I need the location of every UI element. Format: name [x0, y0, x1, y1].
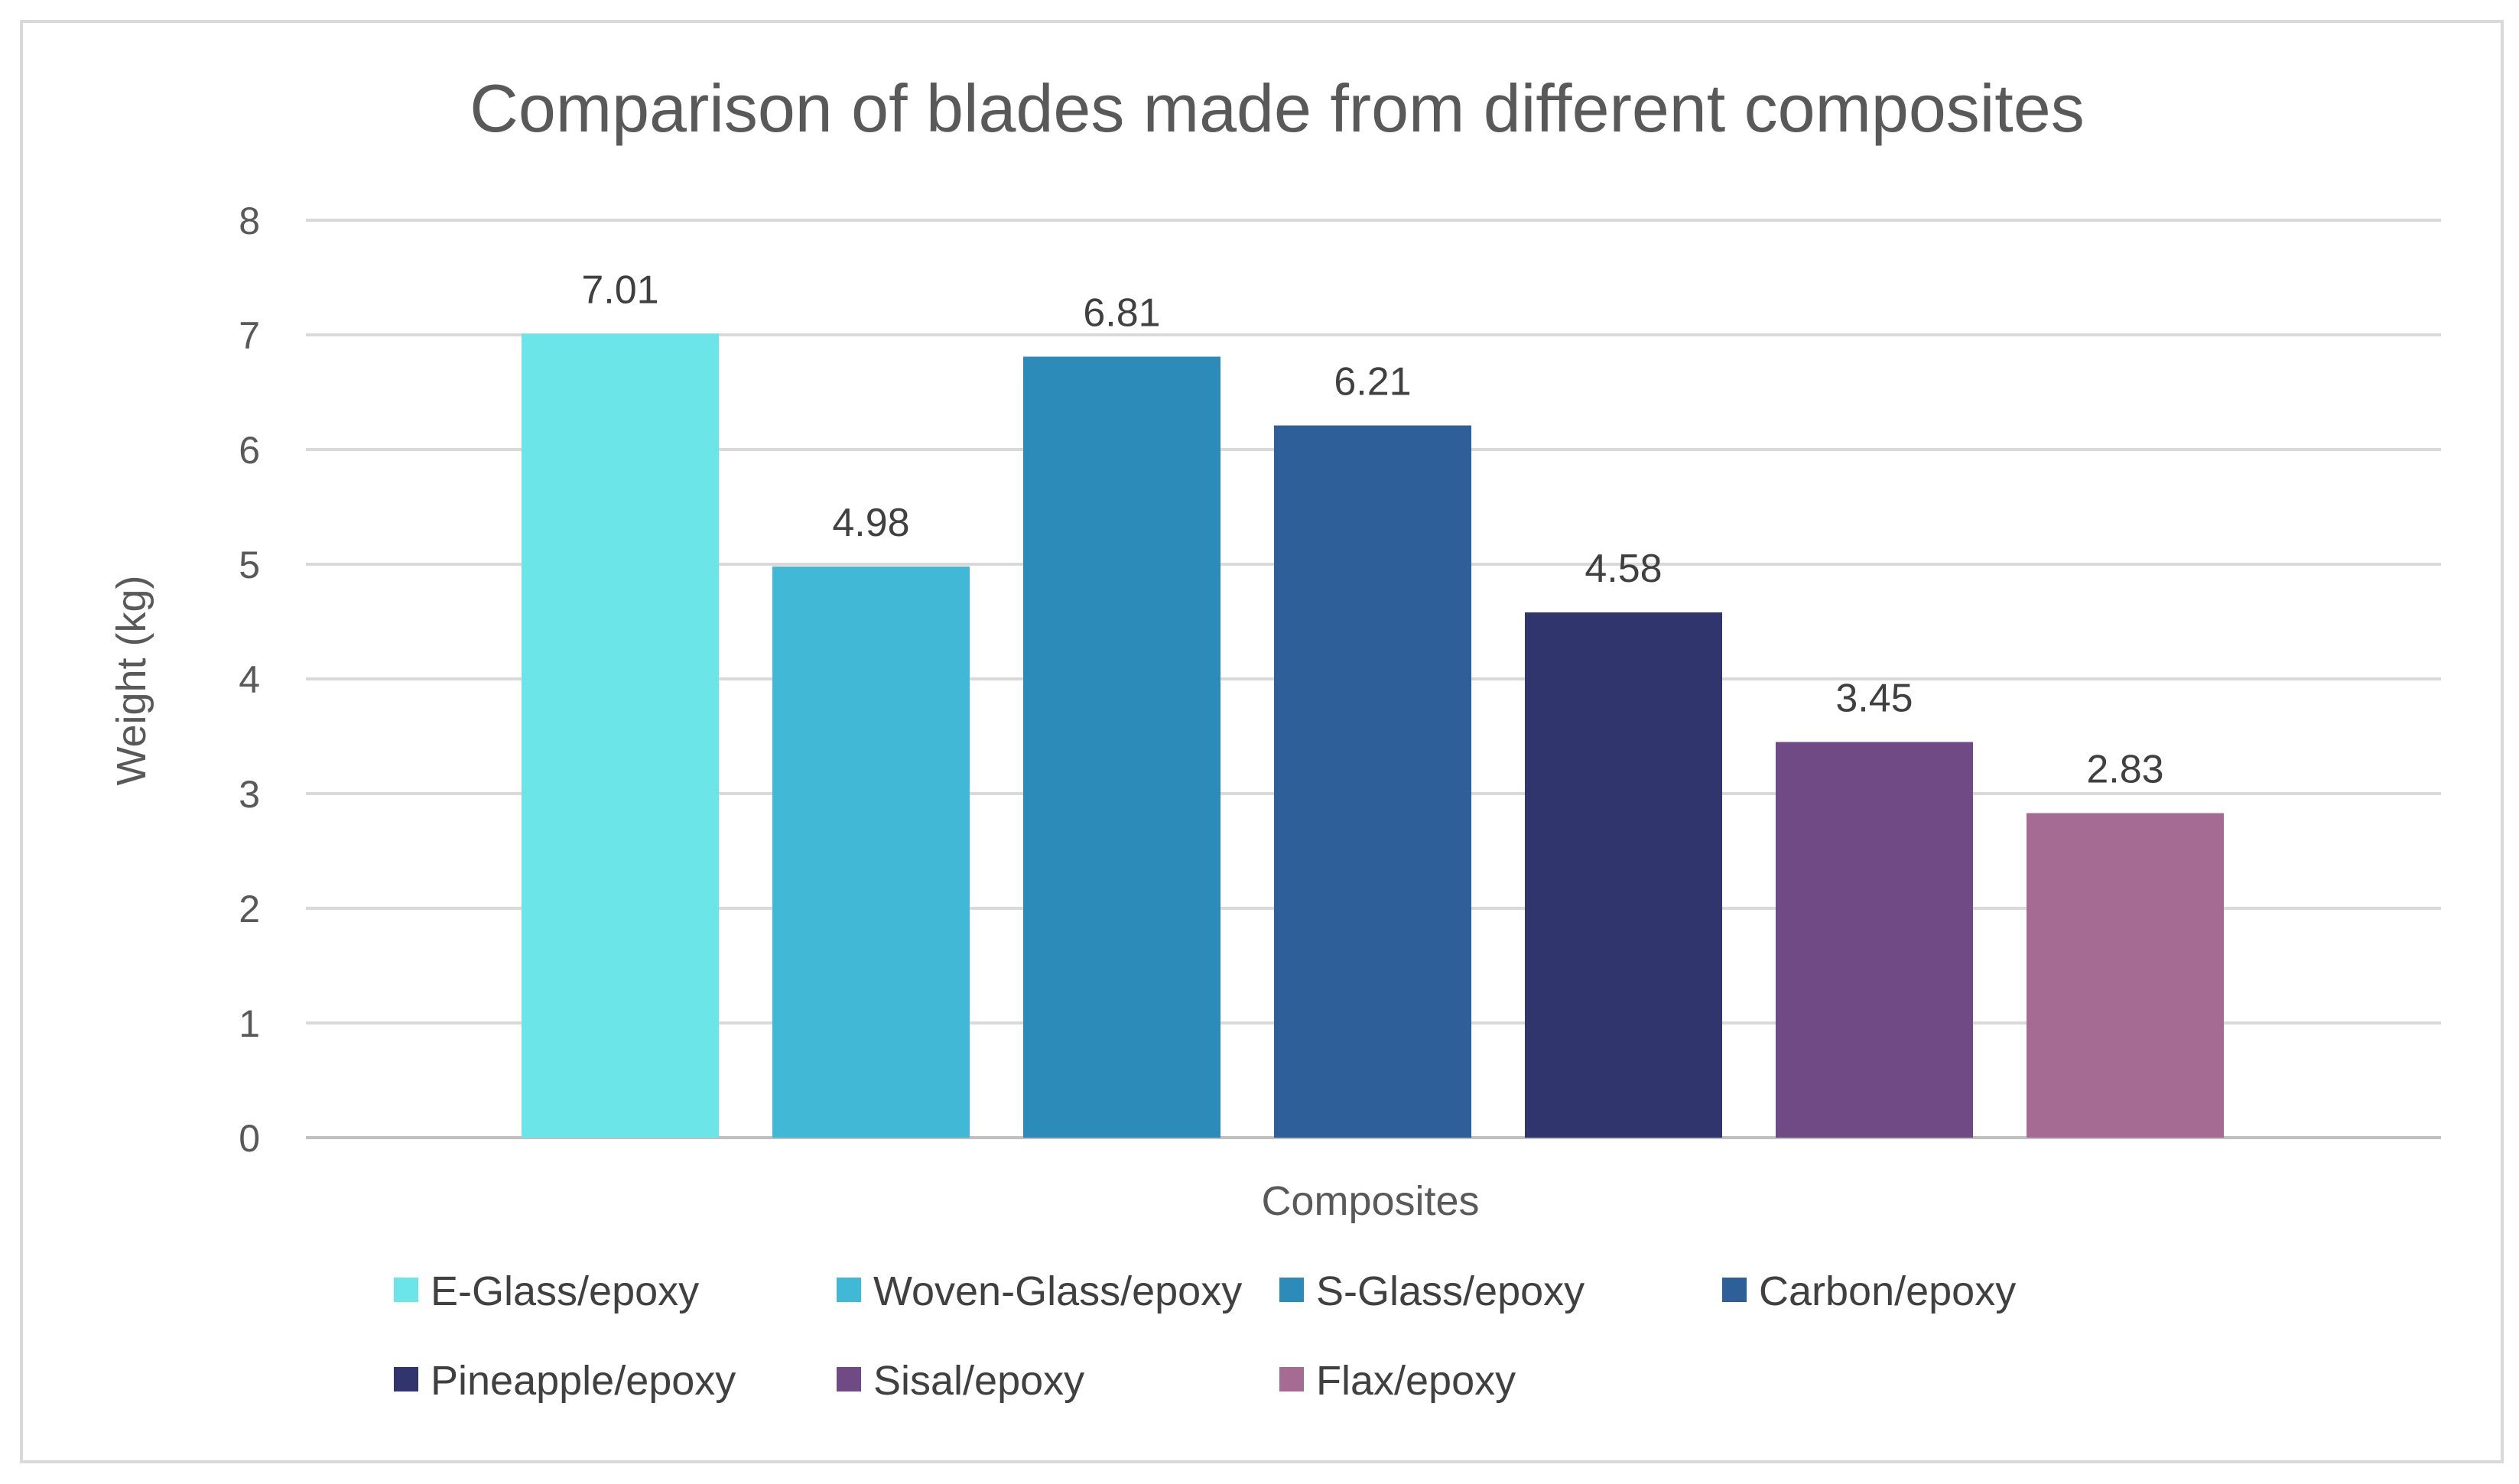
bar — [1525, 612, 1722, 1138]
bar — [1023, 356, 1220, 1138]
legend-label: Sisal/epoxy — [873, 1358, 1084, 1404]
bar-chart: Comparison of blades made from different… — [109, 70, 2441, 1404]
bar — [2027, 813, 2224, 1138]
y-tick-label: 3 — [239, 773, 260, 816]
y-tick-label: 2 — [239, 888, 260, 930]
x-axis-title: Composites — [1261, 1178, 1479, 1224]
legend-swatch — [394, 1367, 418, 1391]
data-label: 4.58 — [1585, 547, 1662, 591]
legend-swatch — [1722, 1278, 1747, 1302]
data-label: 4.98 — [832, 501, 909, 545]
y-tick-label: 8 — [239, 200, 260, 242]
legend-swatch — [1279, 1367, 1304, 1391]
y-tick-label: 6 — [239, 429, 260, 472]
data-label: 2.83 — [2086, 748, 2163, 792]
y-tick-label: 7 — [239, 314, 260, 357]
data-labels: 7.01 4.98 6.81 6.21 4.58 3.45 2.83 — [581, 268, 2163, 792]
data-label: 6.21 — [1334, 360, 1411, 404]
y-tick-label: 4 — [239, 658, 260, 701]
legend-swatch — [1279, 1278, 1304, 1302]
legend-swatch — [394, 1278, 418, 1302]
legend-swatch — [837, 1367, 861, 1391]
y-tick-label: 5 — [239, 544, 260, 586]
legend-label: S-Glass/epoxy — [1316, 1268, 1585, 1314]
bar — [1776, 742, 1973, 1138]
bar — [522, 333, 719, 1138]
bars — [522, 333, 2224, 1138]
chart-frame: Comparison of blades made from different… — [20, 20, 2504, 1463]
legend-label: Flax/epoxy — [1316, 1358, 1516, 1404]
legend-label: Pineapple/epoxy — [431, 1358, 736, 1404]
legend-swatch — [837, 1278, 861, 1302]
y-tick-label: 1 — [239, 1002, 260, 1045]
data-label: 7.01 — [581, 268, 658, 313]
legend: E-Glass/epoxy Woven-Glass/epoxy S-Glass/ep… — [394, 1268, 2016, 1404]
legend-label: Carbon/epoxy — [1759, 1268, 2016, 1314]
legend-label: Woven-Glass/epoxy — [873, 1268, 1242, 1314]
data-label: 3.45 — [1835, 677, 1913, 721]
y-axis-ticks: 0 1 2 3 4 5 6 7 8 — [239, 200, 260, 1160]
bar — [1274, 425, 1471, 1138]
y-tick-label: 0 — [239, 1117, 260, 1160]
bar — [772, 567, 970, 1138]
chart-title: Comparison of blades made from different… — [470, 70, 2084, 146]
data-label: 6.81 — [1083, 291, 1160, 336]
legend-label: E-Glass/epoxy — [431, 1268, 699, 1314]
y-axis-title: Weight (kg) — [109, 575, 154, 785]
